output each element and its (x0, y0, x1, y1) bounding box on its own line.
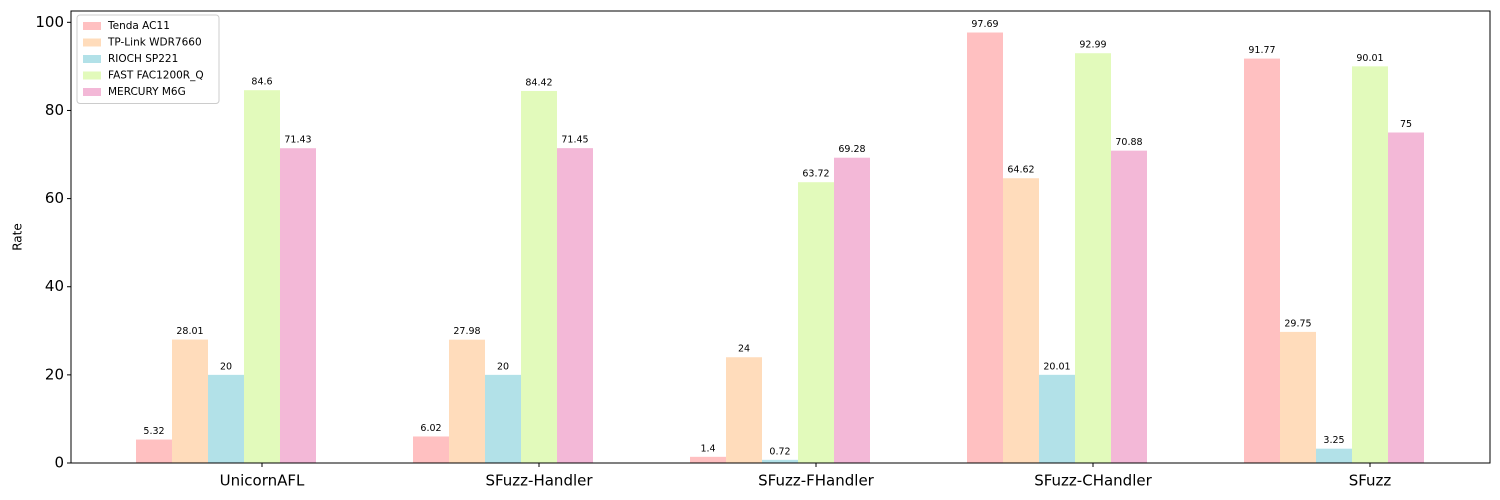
value-label: 84.42 (525, 77, 552, 88)
bar (726, 357, 762, 463)
value-label: 70.88 (1115, 137, 1142, 148)
bar (172, 339, 208, 463)
value-label: 71.45 (561, 135, 588, 146)
legend-swatch (83, 88, 101, 96)
bar (690, 456, 726, 463)
value-label: 75 (1400, 119, 1412, 130)
bar (208, 374, 244, 463)
bar (1388, 132, 1424, 463)
value-label: 84.6 (251, 77, 272, 88)
y-tick-label: 0 (54, 454, 64, 472)
value-label: 20 (497, 361, 509, 372)
value-label: 20.01 (1043, 361, 1070, 372)
y-axis-label: Rate (11, 223, 25, 251)
value-label: 0.72 (769, 446, 790, 457)
legend-label: Tenda AC11 (107, 20, 170, 32)
bar (967, 32, 1003, 464)
value-label: 28.01 (176, 326, 203, 337)
bar (1280, 331, 1316, 463)
value-label: 91.77 (1248, 45, 1275, 56)
plot-frame (70, 10, 1491, 464)
bar (1111, 150, 1147, 464)
value-label: 27.98 (453, 326, 480, 337)
legend-label: MERCURY M6G (108, 86, 186, 98)
bar (1352, 66, 1388, 463)
bar (798, 182, 834, 464)
legend-swatch (83, 38, 101, 47)
value-label: 24 (738, 344, 750, 355)
bar (449, 339, 485, 463)
bar (1003, 178, 1039, 464)
legend-swatch (83, 55, 101, 63)
x-tick-label: SFuzz (1349, 472, 1392, 490)
bar (280, 148, 316, 464)
legend-label: FAST FAC1200R_Q (108, 70, 204, 82)
value-label: 29.75 (1284, 318, 1311, 329)
bar (834, 157, 870, 463)
bar (762, 459, 798, 463)
bar (1316, 448, 1352, 463)
bar (136, 439, 172, 463)
bar (1075, 53, 1111, 463)
value-label: 92.99 (1079, 40, 1106, 51)
bar (557, 148, 593, 464)
legend-box (76, 14, 220, 104)
bar (521, 90, 557, 463)
value-label: 63.72 (802, 169, 829, 180)
value-label: 3.25 (1323, 435, 1344, 446)
y-tick-label: 60 (45, 189, 64, 207)
value-label: 1.4 (700, 443, 715, 454)
y-tick-label: 20 (45, 365, 64, 383)
x-tick-label: SFuzz-Handler (485, 472, 593, 490)
y-tick-label: 100 (35, 13, 64, 31)
legend-swatch (83, 71, 101, 80)
legend-swatch (83, 22, 101, 30)
x-tick-label: SFuzz-FHandler (758, 472, 875, 490)
value-label: 90.01 (1356, 53, 1383, 64)
x-tick-label: SFuzz-CHandler (1034, 472, 1152, 490)
legend-label: TP-Link WDR7660 (107, 37, 202, 49)
bar (485, 374, 521, 463)
bar (1039, 374, 1075, 463)
value-label: 97.69 (971, 19, 998, 30)
x-tick-label: UnicornAFL (220, 472, 305, 490)
value-label: 64.62 (1007, 165, 1034, 176)
bar (413, 436, 449, 463)
value-label: 20 (220, 361, 232, 372)
value-label: 6.02 (420, 423, 441, 434)
y-tick-label: 40 (45, 277, 64, 295)
bar (244, 90, 280, 463)
value-label: 71.43 (284, 135, 311, 146)
bar (1244, 58, 1280, 463)
value-label: 5.32 (143, 426, 164, 437)
y-tick-label: 80 (45, 101, 64, 119)
value-label: 69.28 (838, 144, 865, 155)
legend-label: RIOCH SP221 (108, 53, 178, 65)
